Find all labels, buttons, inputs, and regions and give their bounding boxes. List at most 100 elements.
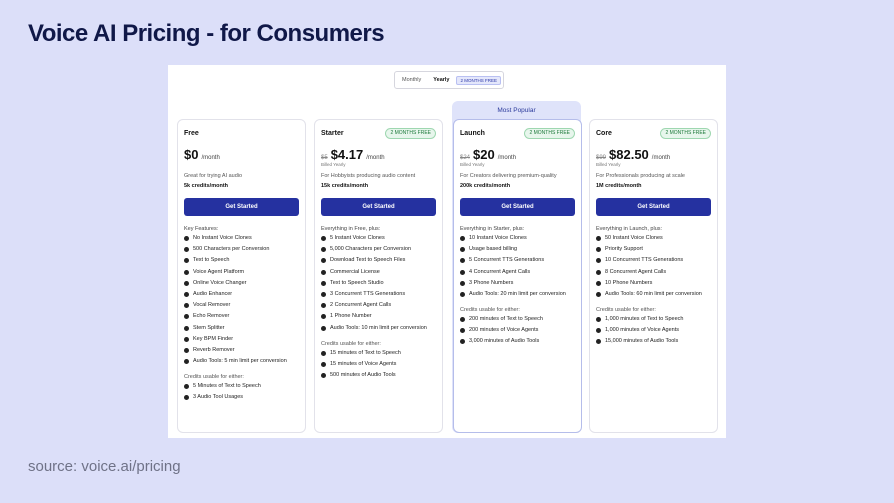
- feature-text: Stem Splitter: [193, 324, 225, 331]
- check-icon: [460, 247, 465, 253]
- feature-list: 50 Instant Voice Clones Priority Support 1…: [596, 235, 711, 298]
- feature-text: Commercial License: [330, 268, 380, 275]
- get-started-button[interactable]: Get Started: [460, 198, 575, 216]
- check-icon: [596, 339, 601, 345]
- plan-card-launch: Launch 2 MONTHS FREE $24 $20/month Billed Ye…: [453, 119, 582, 433]
- plan-description: For Professionals producing at scale: [596, 173, 685, 179]
- feature-text: Text to Speech: [193, 257, 230, 264]
- feature-text: 5,000 Characters per Conversion: [330, 246, 412, 253]
- plan-card-core: Core 2 MONTHS FREE $99 $82.50/month Billed Y…: [589, 119, 718, 433]
- plan-credits: 5k credits/month: [184, 183, 229, 189]
- check-icon: [184, 280, 189, 286]
- check-icon: [184, 303, 189, 309]
- feature-text: Audio Enhancer: [193, 290, 233, 297]
- credits-usable-text: 3,000 minutes of Audio Tools: [469, 338, 540, 345]
- check-icon: [460, 280, 465, 286]
- price-row: $5 $4.17/month: [321, 147, 436, 162]
- credits-usable-text: 200 minutes of Voice Agents: [469, 327, 539, 334]
- features-title: Key Features:: [184, 226, 219, 232]
- credits-usable-list: 1,000 minutes of Text to Speech 1,000 min…: [596, 316, 711, 345]
- feature-text: Usage based billing: [469, 246, 518, 253]
- feature-item: No Instant Voice Clones: [184, 235, 299, 242]
- price-period: /month: [497, 155, 517, 161]
- feature-item: Audio Enhancer: [184, 291, 299, 298]
- feature-text: 5 Concurrent TTS Generations: [469, 257, 545, 264]
- credits-usable-text: 3 Audio Tool Usages: [193, 394, 244, 401]
- discount-badge: 2 MONTHS FREE: [385, 127, 436, 139]
- plan-credits: 200k credits/month: [460, 183, 511, 189]
- check-icon: [321, 372, 326, 378]
- price-period: /month: [651, 155, 671, 161]
- feature-text: 3 Phone Numbers: [469, 279, 514, 286]
- get-started-button[interactable]: Get Started: [321, 198, 436, 216]
- credits-usable-item: 15 minutes of Text to Speech: [321, 350, 436, 357]
- credits-usable-list: 15 minutes of Text to Speech 15 minutes o…: [321, 350, 436, 379]
- feature-item: Audio Tools: 5 min limit per conversion: [184, 358, 299, 365]
- plan-card-starter: Starter 2 MONTHS FREE $5 $4.17/month Billed …: [314, 119, 443, 433]
- feature-text: Audio Tools: 5 min limit per conversion: [193, 358, 287, 365]
- check-icon: [184, 258, 189, 264]
- feature-text: 4 Concurrent Agent Calls: [469, 268, 531, 275]
- feature-item: 4 Concurrent Agent Calls: [460, 269, 575, 276]
- credits-usable-text: 15,000 minutes of Audio Tools: [605, 338, 679, 345]
- billing-note: [184, 162, 299, 167]
- price: $0: [184, 147, 199, 162]
- feature-item: Audio Tools: 10 min limit per conversion: [321, 325, 436, 332]
- check-icon: [321, 247, 326, 253]
- feature-item: 8 Concurrent Agent Calls: [596, 269, 711, 276]
- get-started-button[interactable]: Get Started: [184, 198, 299, 216]
- feature-text: Voice Agent Platform: [193, 268, 245, 275]
- price: $4.17: [330, 147, 364, 162]
- check-icon: [184, 247, 189, 253]
- check-icon: [321, 314, 326, 320]
- check-icon: [184, 336, 189, 342]
- feature-item: Voice Agent Platform: [184, 269, 299, 276]
- check-icon: [321, 303, 326, 309]
- check-icon: [184, 347, 189, 353]
- credits-usable-title: Credits usable for either:: [184, 374, 244, 381]
- billing-toggle[interactable]: Monthly Yearly 2 MONTHS FREE: [394, 71, 504, 89]
- check-icon: [596, 291, 601, 297]
- feature-item: 10 Concurrent TTS Generations: [596, 257, 711, 264]
- feature-list: No Instant Voice Clones 500 Characters pe…: [184, 235, 299, 365]
- credits-usable-list: 200 minutes of Text to Speech 200 minutes…: [460, 316, 575, 345]
- billing-note: Billed Yearly: [321, 162, 346, 167]
- plan-description: For Creators delivering premium-quality: [460, 173, 557, 179]
- feature-item: 2 Concurrent Agent Calls: [321, 302, 436, 309]
- feature-text: Audio Tools: 10 min limit per conversion: [330, 324, 427, 331]
- plan-name: Starter: [321, 129, 344, 137]
- most-popular-label: Most Popular: [497, 107, 536, 114]
- feature-item: Reverb Remover: [184, 347, 299, 354]
- feature-text: Download Text to Speech Files: [330, 257, 406, 264]
- check-icon: [184, 359, 189, 365]
- feature-text: 5 Instant Voice Clones: [330, 235, 385, 241]
- toggle-monthly[interactable]: Monthly: [402, 77, 422, 83]
- check-icon: [596, 316, 601, 322]
- credits-usable-text: 1,000 minutes of Voice Agents: [605, 327, 679, 334]
- credits-usable-list: 5 Minutes of Text to Speech 3 Audio Tool …: [184, 383, 299, 401]
- check-icon: [321, 236, 326, 241]
- feature-text: 3 Concurrent TTS Generations: [330, 290, 406, 297]
- feature-text: 10 Concurrent TTS Generations: [605, 257, 684, 264]
- feature-list: 10 Instant Voice Clones Usage based billi…: [460, 235, 575, 298]
- plan-header: Core 2 MONTHS FREE: [596, 127, 711, 139]
- credits-usable-item: 200 minutes of Voice Agents: [460, 327, 575, 334]
- get-started-button[interactable]: Get Started: [596, 198, 711, 216]
- feature-text: Audio Tools: 20 min limit per conversion: [469, 290, 566, 297]
- credits-usable-item: 15,000 minutes of Audio Tools: [596, 338, 711, 345]
- feature-item: Echo Remover: [184, 313, 299, 320]
- billing-note: Billed Yearly: [460, 162, 485, 167]
- plan-header: Starter 2 MONTHS FREE: [321, 127, 436, 139]
- feature-text: Key BPM Finder: [193, 335, 234, 342]
- old-price: $24: [460, 155, 471, 161]
- credits-usable-text: 15 minutes of Text to Speech: [330, 349, 401, 356]
- check-icon: [460, 328, 465, 334]
- credits-usable-text: 500 minutes of Audio Tools: [330, 371, 396, 378]
- toggle-yearly[interactable]: Yearly: [433, 77, 450, 83]
- check-icon: [460, 291, 465, 297]
- old-price: $5: [321, 155, 328, 161]
- credits-usable-item: 15 minutes of Voice Agents: [321, 361, 436, 368]
- feature-item: 3 Phone Numbers: [460, 280, 575, 287]
- check-icon: [321, 361, 326, 367]
- plan-description: For Hobbyists producing audio content: [321, 173, 416, 179]
